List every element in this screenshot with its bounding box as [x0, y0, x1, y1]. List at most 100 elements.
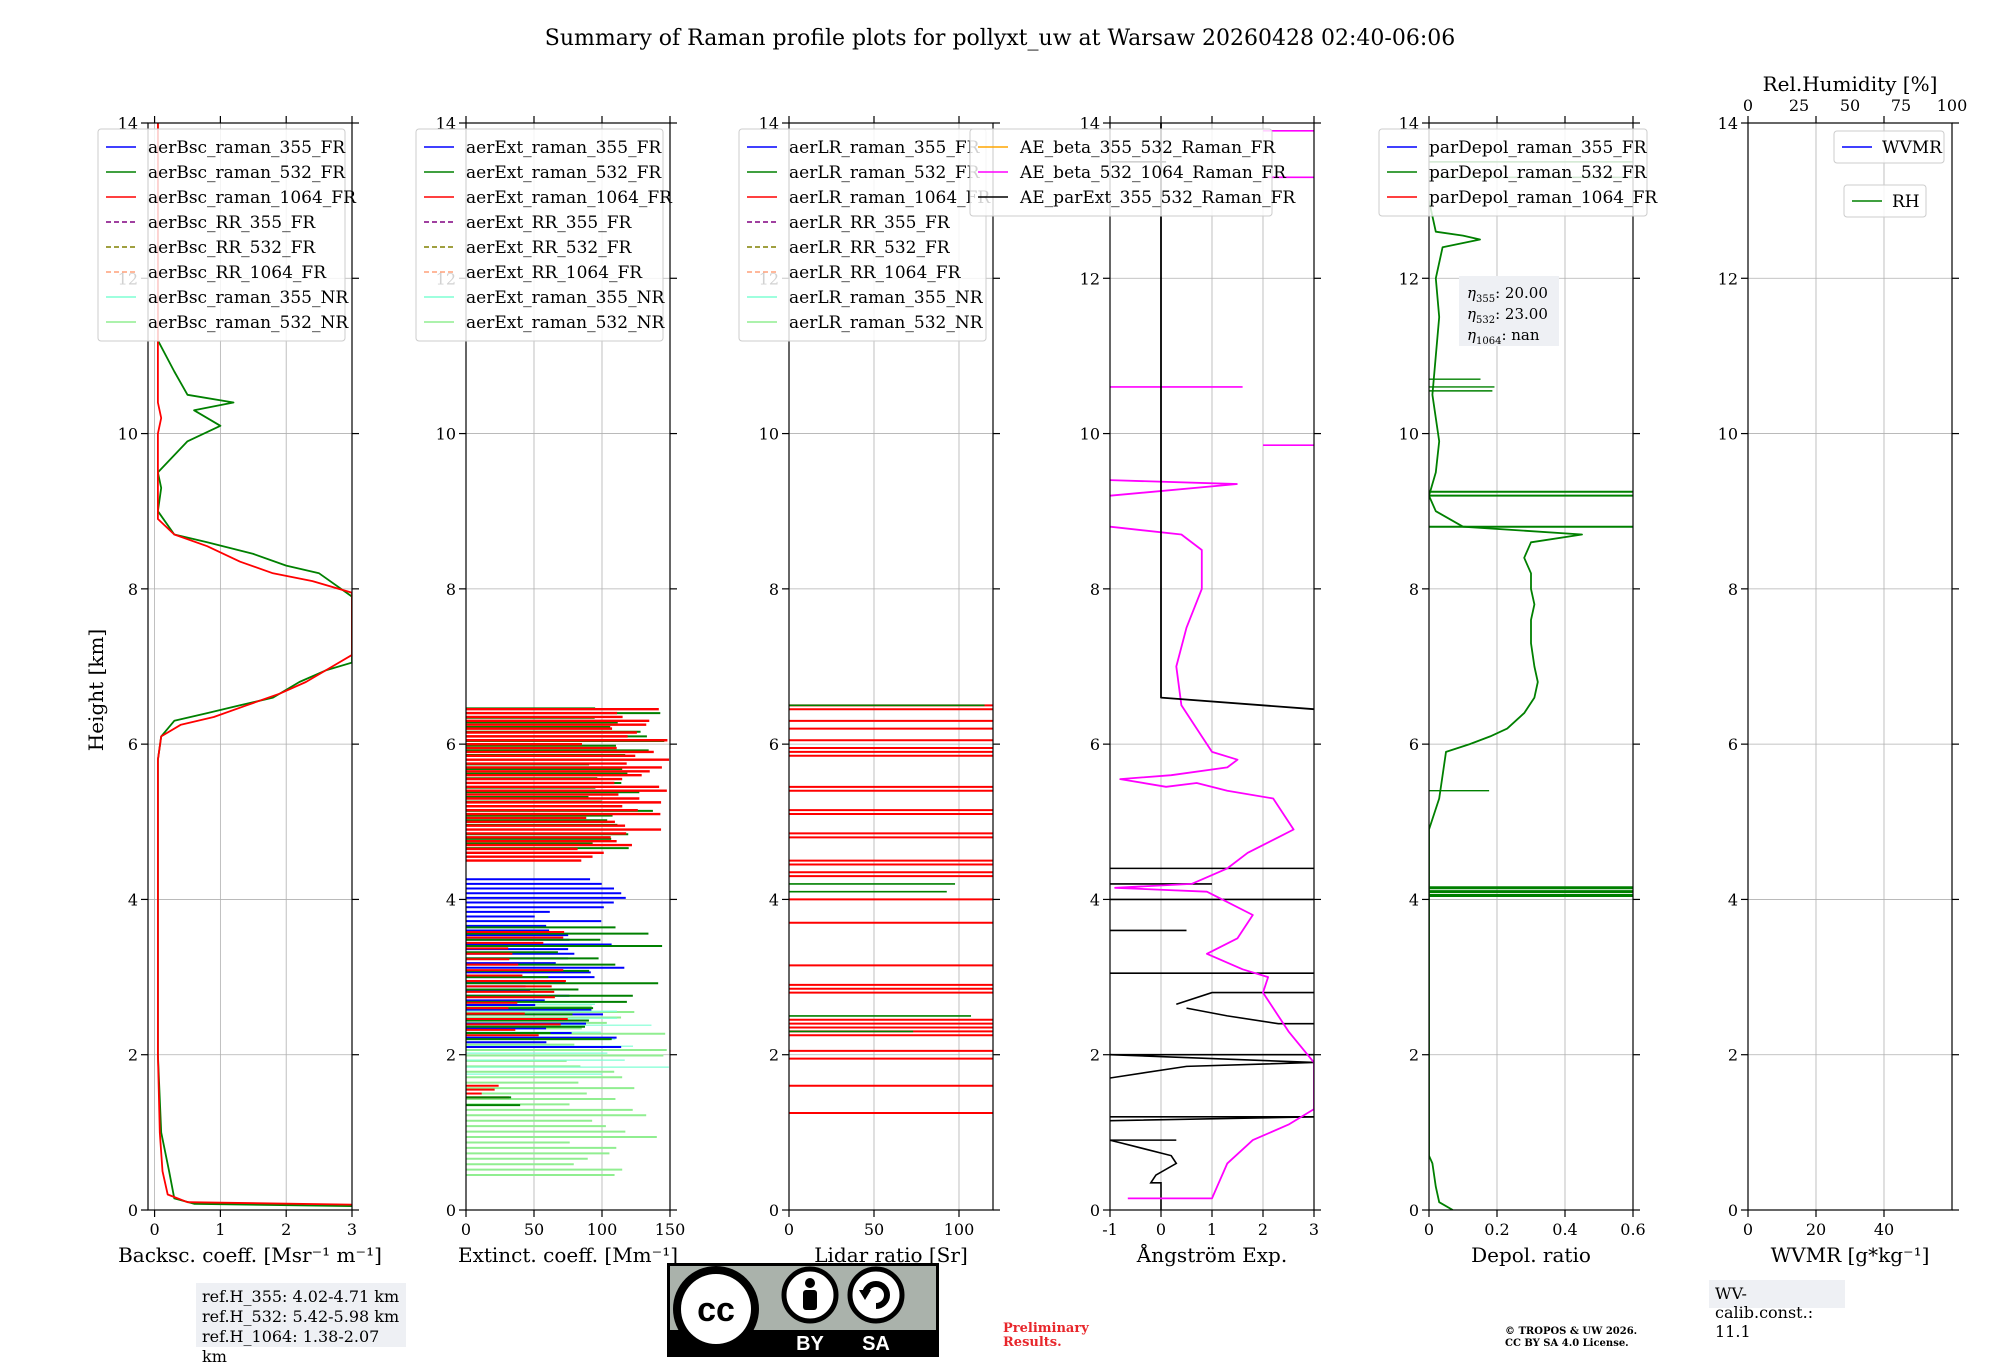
y-tick-label: 4: [128, 890, 138, 909]
y-tick-label: 0: [446, 1201, 456, 1220]
y-tick-label: 12: [1718, 269, 1738, 288]
y-tick-label: 0: [1090, 1201, 1100, 1220]
x-tick-label: 0.6: [1620, 1220, 1645, 1239]
license-sa-label: SA: [862, 1333, 890, 1355]
x-axis-label: Backsc. coeff. [Msr⁻¹ m⁻¹]: [118, 1243, 382, 1267]
y-tick-label: 10: [1399, 425, 1419, 444]
y-tick-label: 8: [1090, 580, 1100, 599]
legend-entry: aerLR_raman_1064_FR: [789, 188, 991, 208]
x-tick-label: 0: [149, 1220, 159, 1239]
legend: WVMR RH: [1833, 130, 1945, 218]
x-tick-label: 3: [347, 1220, 357, 1239]
legend-entry: aerExt_raman_532_FR: [466, 163, 662, 183]
y-tick-label: 2: [1090, 1046, 1100, 1065]
x-tick-label: 0: [1156, 1220, 1166, 1239]
ref-height-532: ref.H_532: 5.42-5.98 km: [202, 1307, 400, 1326]
legend-entry: AE_beta_355_532_Raman_FR: [1019, 138, 1276, 158]
legend-box: [1833, 130, 1945, 164]
x-axis-label: Extinct. coeff. [Mm⁻¹]: [458, 1243, 678, 1267]
x-tick-label: 20: [1806, 1220, 1826, 1239]
gridlines: [1110, 123, 1314, 1210]
attribution-body: [803, 1290, 817, 1310]
x-axis-label: Ångström Exp.: [1136, 1242, 1287, 1267]
y-tick-label: 6: [446, 735, 456, 754]
legend-entry: parDepol_raman_532_FR: [1429, 163, 1648, 183]
wv-calib-constant: WV-calib.const.: 11.1: [1709, 1280, 1845, 1341]
legend-entry: aerLR_RR_532_FR: [789, 238, 951, 258]
series-line-parDepol_raman_532_FR: [1429, 200, 1583, 1210]
x-tick-label: 100: [587, 1220, 618, 1239]
x-tick-label: 0.2: [1484, 1220, 1509, 1239]
legend-entry: aerLR_RR_1064_FR: [789, 263, 962, 283]
legend-entry: aerBsc_raman_355_FR: [148, 138, 346, 158]
legend-entry: aerExt_RR_1064_FR: [466, 263, 643, 283]
reference-heights-box: ref.H_355: 4.02-4.71 km ref.H_532: 5.42-…: [196, 1283, 406, 1366]
license-by-label: BY: [796, 1333, 824, 1355]
legend-entry: aerExt_RR_355_FR: [466, 213, 632, 233]
y-tick-label: 10: [118, 425, 138, 444]
y-tick-label: 2: [1728, 1046, 1738, 1065]
legend-entry: aerExt_raman_355_FR: [466, 138, 662, 158]
y-tick-label: 14: [436, 114, 456, 133]
y-tick-label: 0: [1728, 1201, 1738, 1220]
legend-entry: aerExt_RR_532_FR: [466, 238, 632, 258]
y-tick-label: 10: [759, 425, 779, 444]
x-tick-label: 0.4: [1552, 1220, 1577, 1239]
x-tick-label: -1: [1102, 1220, 1118, 1239]
panel-depolarization: 0 2 4 6 8 10 12 14 0 0.2 0.4 0.6 Depol. ratio parDepo…: [1378, 114, 1658, 1267]
axes-frame: [147, 122, 353, 1211]
y-tick-label: 14: [1080, 114, 1100, 133]
y-tick-label: 0: [769, 1201, 779, 1220]
legend-box: [738, 128, 987, 342]
copyright-note: © TROPOS & UW 2026. CC BY SA 4.0 License…: [1505, 1326, 1725, 1350]
share-alike-arrowhead: [859, 1290, 871, 1300]
legend-box: [97, 128, 346, 342]
y-tick-label: 8: [769, 580, 779, 599]
copyright-line-2: CC BY SA 4.0 License.: [1505, 1338, 1629, 1349]
legend-entry: aerBsc_raman_1064_FR: [148, 188, 357, 208]
legend-entry: aerExt_raman_532_NR: [466, 313, 665, 333]
plot-area: [789, 704, 993, 1114]
y-axis-label: Height [km]: [84, 629, 108, 751]
top-x-tick-label: 0: [1743, 96, 1753, 115]
y-tick-label: 2: [446, 1046, 456, 1065]
legend-box: [415, 128, 664, 342]
ref-height-355: ref.H_355: 4.02-4.71 km: [202, 1287, 400, 1306]
x-axis-label: WVMR [g*kg⁻¹]: [1771, 1243, 1930, 1267]
legend: aerLR_raman_355_FR aerLR_raman_532_FR aerL…: [738, 128, 991, 342]
panel-lidar_ratio: 02468101214050100Lidar ratio [Sr]aerLR_r…: [738, 114, 1000, 1267]
legend-box: [1843, 184, 1927, 218]
top-x-tick-label: 100: [1937, 96, 1968, 115]
x-tick-label: 0: [1424, 1220, 1434, 1239]
x-tick-label: 0: [461, 1220, 471, 1239]
y-tick-label: 8: [1728, 580, 1738, 599]
y-tick-label: 12: [1399, 269, 1419, 288]
y-tick-label: 8: [128, 580, 138, 599]
ref-height-1064: ref.H_1064: 1.38-2.07 km: [202, 1327, 380, 1366]
copyright-line-1: © TROPOS & UW 2026.: [1505, 1326, 1638, 1337]
y-tick-label: 4: [446, 890, 456, 909]
x-tick-label: 150: [655, 1220, 686, 1239]
y-tick-label: 8: [1409, 580, 1419, 599]
x-tick-label: 40: [1874, 1220, 1894, 1239]
y-tick-label: 4: [1409, 890, 1419, 909]
axes-frame: [465, 122, 671, 1211]
y-tick-label: 14: [1718, 114, 1738, 133]
legend-box: [969, 128, 1273, 217]
series-line-AE_parExt_355_532_Raman_FR: [1160, 123, 1314, 711]
series-line-AE_beta_532_1064_Raman_FR: [1110, 525, 1314, 1200]
share-alike-icon: [847, 1266, 905, 1324]
cc-icon: [681, 1274, 751, 1344]
share-alike-arrow: [862, 1281, 890, 1309]
x-tick-label: 1: [215, 1220, 225, 1239]
y-tick-label: 10: [1718, 425, 1738, 444]
y-tick-label: 14: [1399, 114, 1419, 133]
series-line-aerBsc_raman_1064_FR: [157, 123, 352, 1206]
x-tick-label: 0: [784, 1220, 794, 1239]
x-tick-label: 100: [944, 1220, 975, 1239]
legend-entry: aerLR_RR_355_FR: [789, 213, 951, 233]
y-tick-label: 12: [1080, 269, 1100, 288]
